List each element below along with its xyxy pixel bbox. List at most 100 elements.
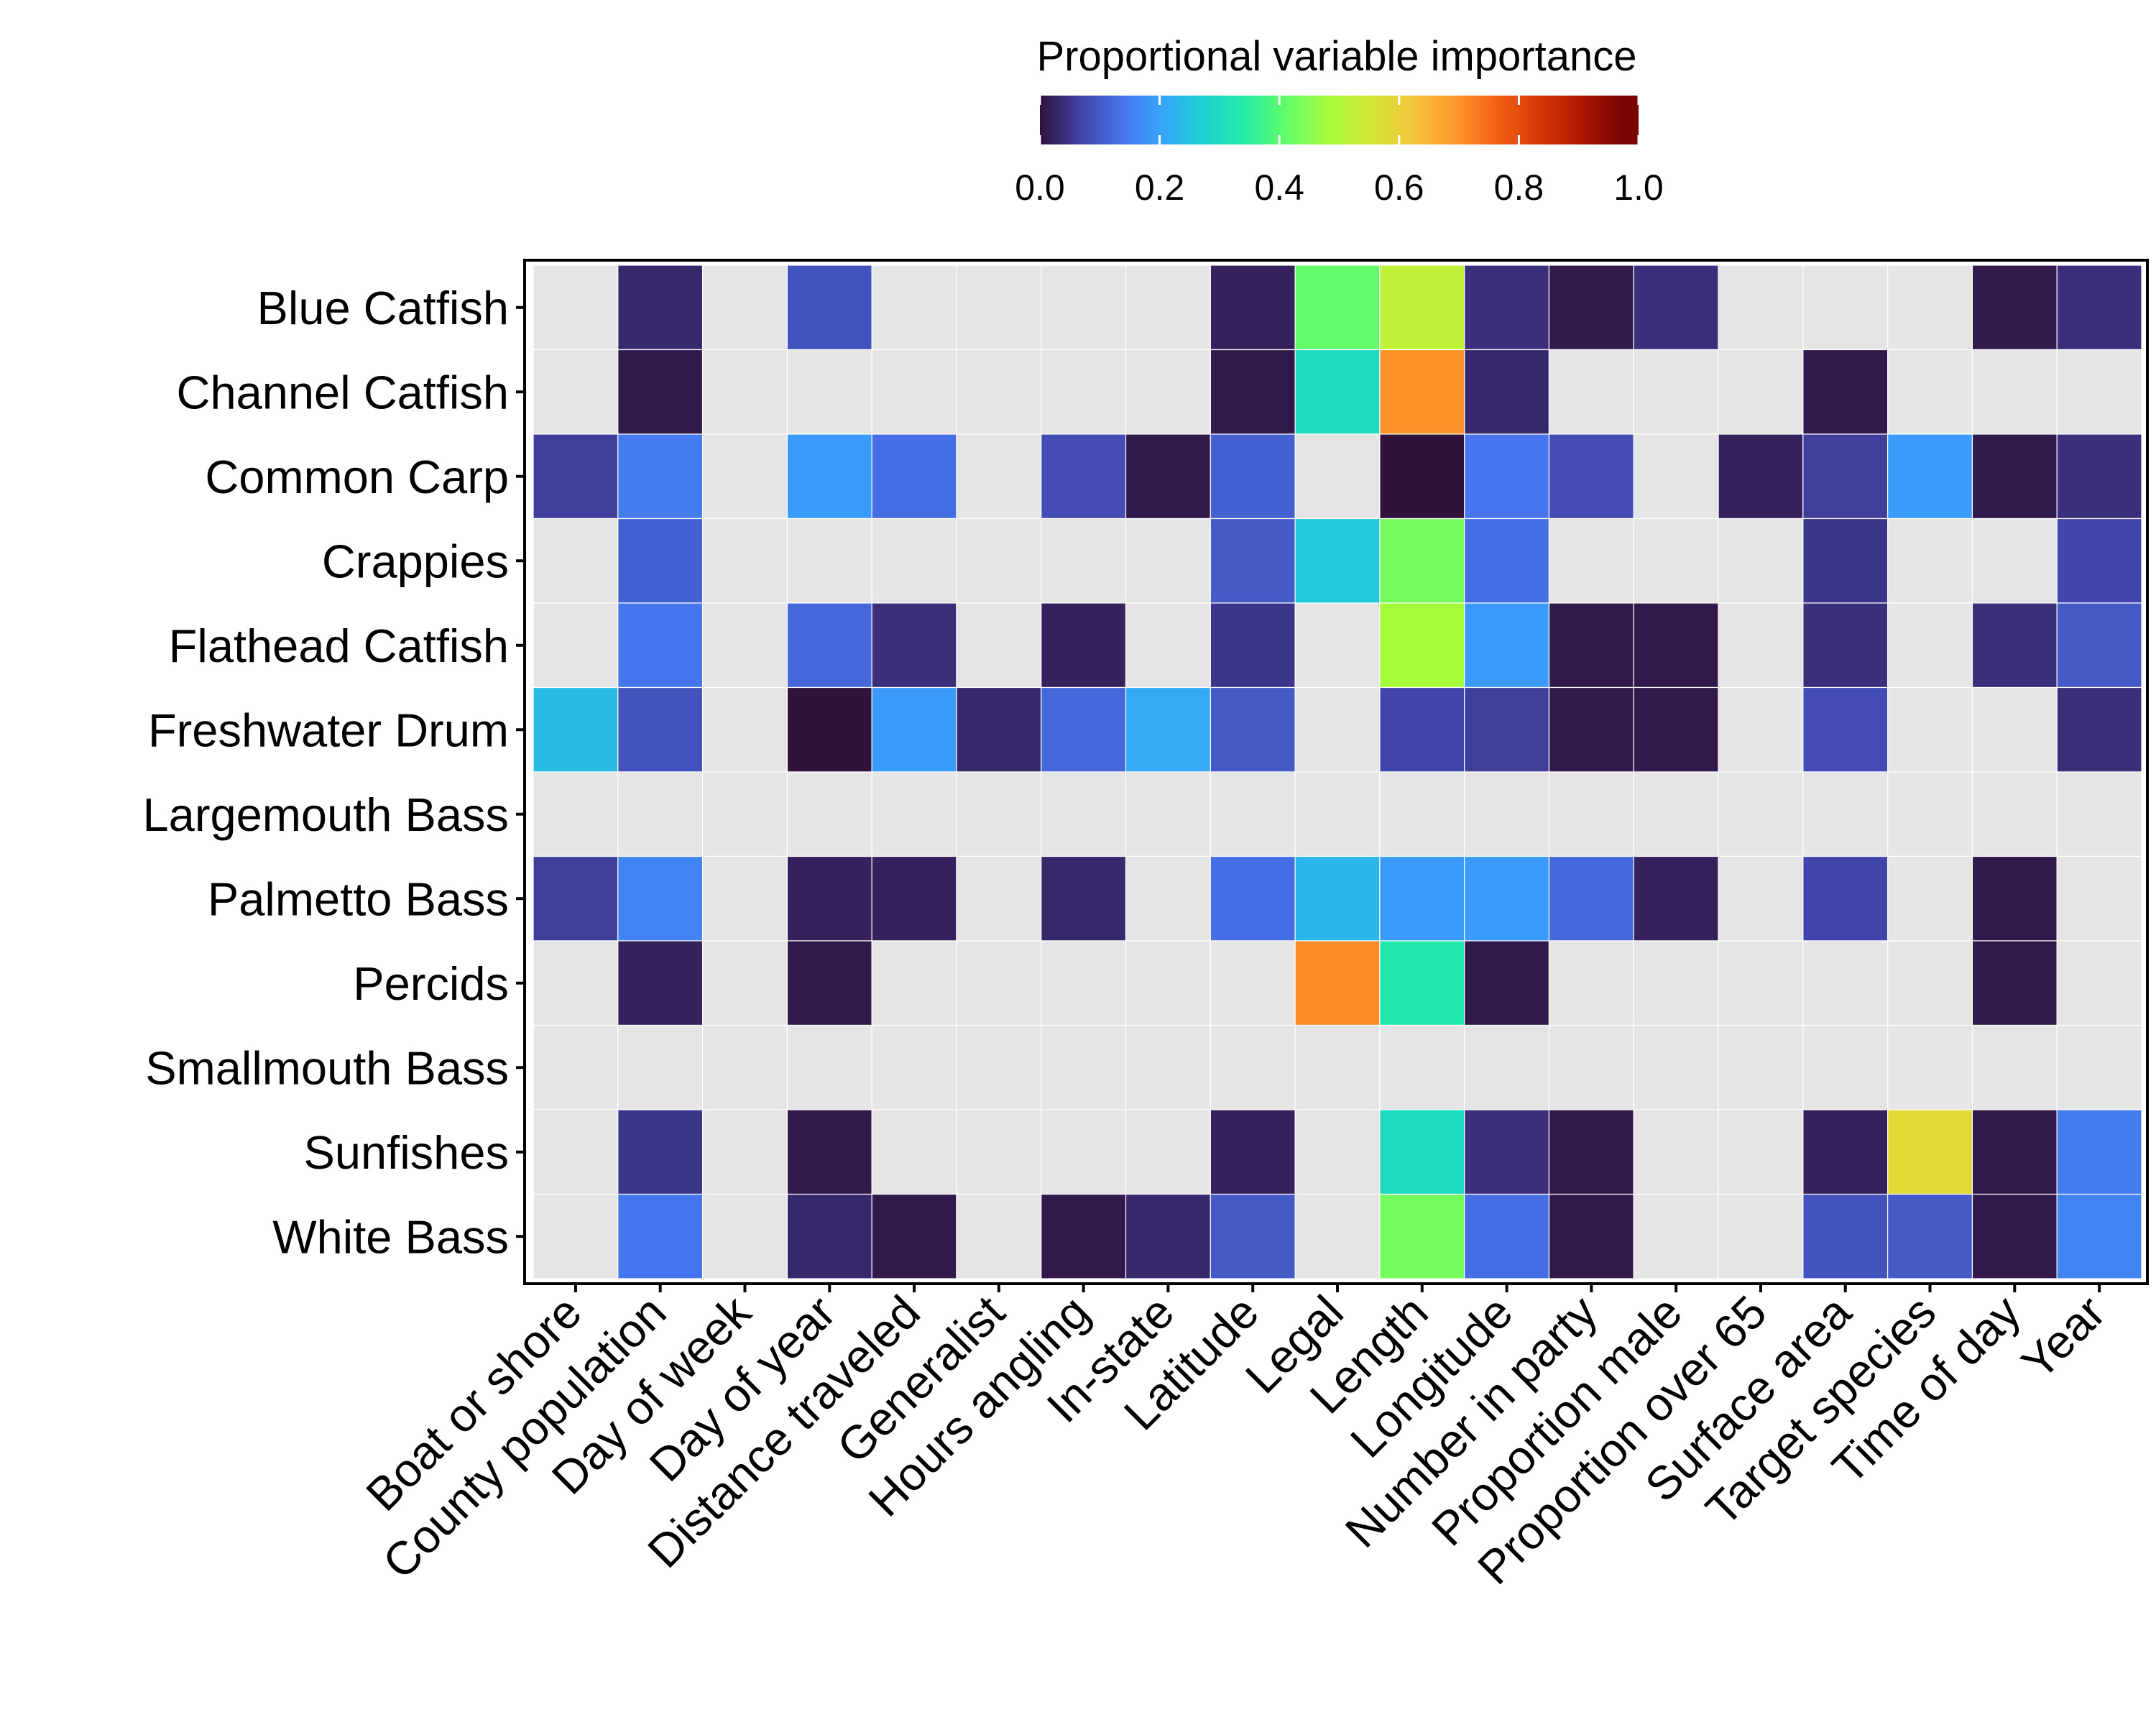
heatmap-cell [533,518,619,604]
heatmap-cell [2056,602,2142,689]
heatmap-cell [871,940,957,1026]
legend-tick-label: 0.0 [1015,167,1065,208]
heatmap-cell [1887,855,1973,942]
heatmap-cell [1887,686,1973,773]
heatmap-cell [956,686,1042,773]
heatmap-cell [956,518,1042,604]
heatmap-cell [1125,1109,1211,1195]
heatmap-cell [1294,1193,1381,1279]
heatmap-cell [1718,264,1804,351]
heatmap-cell [1802,518,1889,604]
heatmap-cell [533,855,619,942]
row-label-percids: Percids [353,957,509,1010]
heatmap-cell [956,1024,1042,1110]
heatmap-cell [871,349,957,435]
row-label-blue-catfish: Blue Catfish [257,282,509,334]
heatmap-cell [1379,940,1465,1026]
heatmap-cell [871,855,957,942]
heatmap-cell [786,1024,872,1110]
legend-tick-label: 0.8 [1494,167,1544,208]
heatmap-cell [2056,518,2142,604]
heatmap-cell [786,433,872,520]
heatmap-cell [1210,518,1296,604]
heatmap-cell [956,940,1042,1026]
heatmap-cell [701,940,788,1026]
heatmap-cell [1633,686,1719,773]
heatmap-cell [701,1109,788,1195]
heatmap-cell [1548,1193,1634,1279]
heatmap-cell [1802,1193,1889,1279]
heatmap-cell [956,771,1042,857]
heatmap-cell [1210,1109,1296,1195]
heatmap-cell [617,264,704,351]
heatmap-cell [1464,349,1550,435]
heatmap-cell [1971,940,2058,1026]
heatmap-cell [1633,771,1719,857]
heatmap-cell [701,349,788,435]
heatmap-cell [701,1193,788,1279]
heatmap-cell [1379,433,1465,520]
heatmap-cell [1718,518,1804,604]
heatmap-cell [617,433,704,520]
heatmap-cell [1971,855,2058,942]
heatmap-cell [1548,940,1634,1026]
heatmap-cell [1633,518,1719,604]
column-label-year: Year [2012,1285,2115,1389]
heatmap-cell [1294,1109,1381,1195]
heatmap-cell [1125,349,1211,435]
heatmap-cell [1210,686,1296,773]
heatmap-cell [1210,771,1296,857]
heatmap-cell [1379,264,1465,351]
legend-tick-label: 1.0 [1613,167,1664,208]
heatmap-cell [1379,771,1465,857]
heatmap-cell [1802,771,1889,857]
colorbar-legend: Proportional variable importance 0.0 0.2 0… [1015,33,1664,208]
heatmap-cell [1548,433,1634,520]
heatmap-cell [1633,602,1719,689]
heatmap-cell [1971,686,2058,773]
heatmap-cell [1464,264,1550,351]
heatmap-cell [1887,940,1973,1026]
heatmap-cell [1041,1193,1127,1279]
heatmap-cell [701,433,788,520]
heatmap-cell [1379,602,1465,689]
heatmap-cell [1464,433,1550,520]
heatmap-cell [617,686,704,773]
heatmap-cell [1718,1024,1804,1110]
heatmap-cell [1971,349,2058,435]
heatmap-cell [1971,771,2058,857]
heatmap-cell [871,518,957,604]
heatmap-cell [533,349,619,435]
heatmap-cell [1379,349,1465,435]
heatmap-cell [1041,518,1127,604]
heatmap-cell [1125,771,1211,857]
heatmap-cell [701,264,788,351]
heatmap-cell [1379,686,1465,773]
heatmap-cell [1718,855,1804,942]
heatmap-cell [1971,433,2058,520]
heatmap-cell [1887,1024,1973,1110]
heatmap-cell [1294,518,1381,604]
heatmap-cell [1718,349,1804,435]
heatmap-cell [1041,1109,1127,1195]
heatmap-cell [1548,1109,1634,1195]
heatmap-cell [1718,602,1804,689]
heatmap-cell [1887,771,1973,857]
heatmap-cell [956,349,1042,435]
heatmap-cell [1971,1024,2058,1110]
heatmap-cell [1633,940,1719,1026]
heatmap-cell [786,855,872,942]
heatmap-cell [617,1024,704,1110]
heatmap-cell [2056,686,2142,773]
heatmap-cell [1971,1193,2058,1279]
heatmap-cell [1548,855,1634,942]
heatmap-cell [1041,433,1127,520]
heatmap-cell [1294,686,1381,773]
legend-tick-label: 0.6 [1374,167,1424,208]
heatmap-cell [1379,855,1465,942]
heatmap-cell [1633,264,1719,351]
heatmap-cell [1633,1109,1719,1195]
heatmap-cell [1802,1024,1889,1110]
row-label-channel-catfish: Channel Catfish [177,366,510,418]
heatmap-cell [1464,771,1550,857]
